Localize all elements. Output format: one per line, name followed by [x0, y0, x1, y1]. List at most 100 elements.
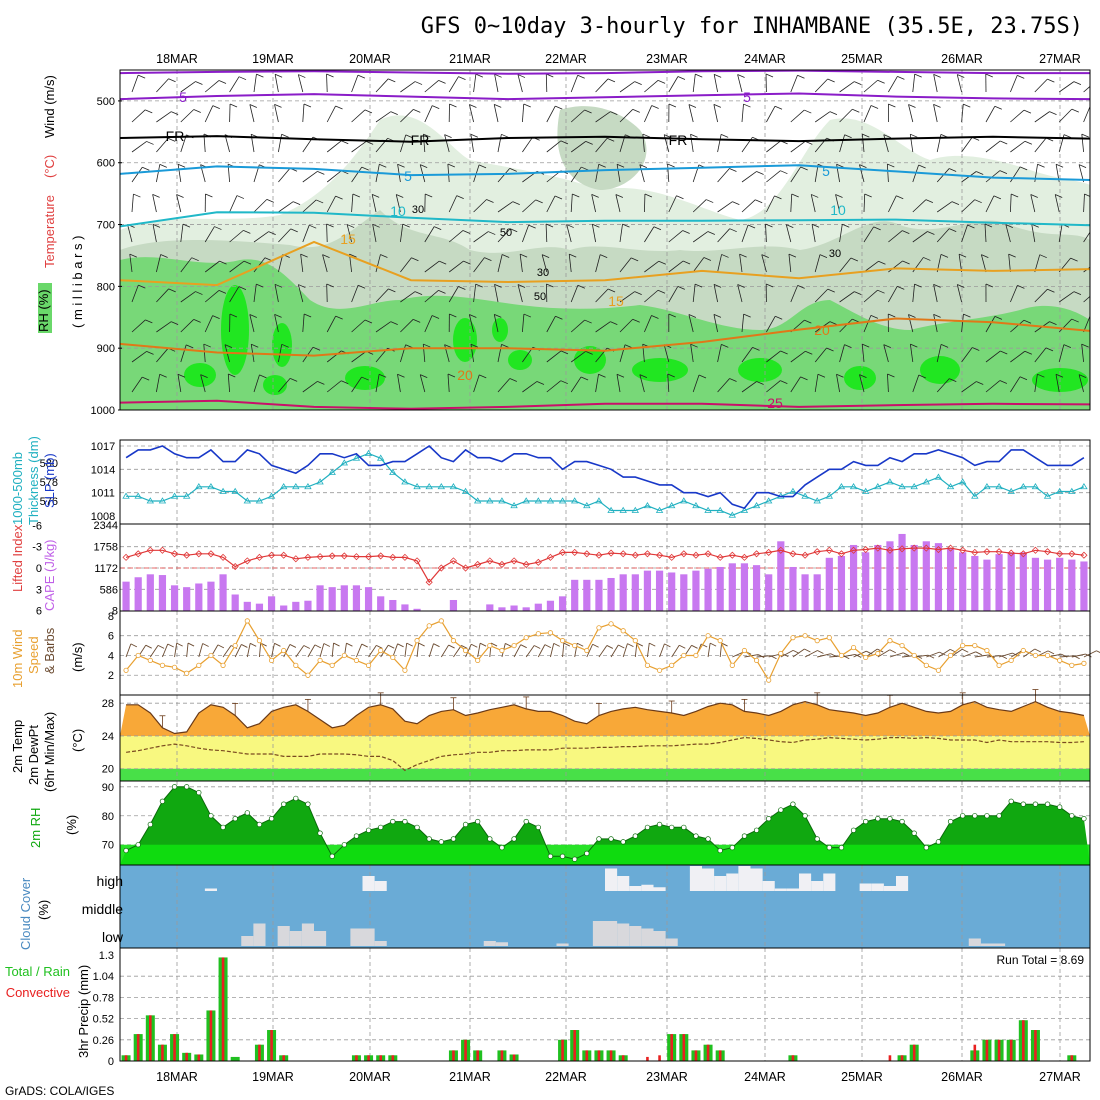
wind-barb-flag: [967, 224, 975, 229]
li-marker: [292, 555, 300, 563]
wind-barb-flag: [494, 73, 502, 78]
cape-bar: [170, 585, 179, 611]
wind-barb: [447, 164, 450, 183]
wind-barb: [961, 381, 977, 393]
wind-barb-flag: [361, 376, 369, 381]
cloud-high-bar: [374, 881, 387, 891]
wind-barb-flag: [414, 81, 423, 85]
wind-barb: [326, 283, 328, 303]
wind-barb: [1010, 350, 1026, 363]
precip-conv-bar: [670, 1034, 673, 1061]
axis-label-lifted-index: Lifted Index: [10, 524, 25, 592]
wind-barb: [908, 314, 914, 333]
precip-tick: 0.52: [93, 1014, 114, 1026]
wind10m-barb: [440, 644, 449, 658]
wind-barb: [131, 285, 139, 303]
wind-barb: [570, 166, 582, 183]
precip-frame: [119, 947, 1091, 1062]
axis-label-cloud-units: (%): [36, 900, 51, 920]
wind-barb: [546, 316, 556, 333]
wind-barb-flag: [622, 223, 630, 228]
wind-barb-flag: [298, 284, 306, 288]
wind-barb-flag: [598, 163, 606, 168]
wind-barb-flag: [405, 134, 413, 139]
contour-label: 15: [340, 231, 356, 247]
wind-barb-flag: [449, 103, 457, 108]
wind-barb: [570, 285, 579, 303]
wind-barb-flag: [682, 230, 690, 234]
thickness-marker: [692, 501, 700, 509]
wind-barb-flag: [1031, 223, 1039, 228]
wind-barb: [177, 374, 182, 393]
wind10m-barb-flag: [433, 643, 440, 648]
wind-barb-flag: [528, 224, 536, 229]
wind-barb-flag: [517, 74, 526, 78]
thickness-marker: [849, 482, 858, 490]
wind-barb: [713, 284, 718, 303]
wind-barb: [395, 194, 401, 213]
wind-barb: [274, 104, 279, 123]
rh2m-marker: [547, 853, 554, 859]
wind-barb-flag: [870, 315, 879, 319]
li-marker: [377, 552, 385, 560]
wind-barb-flag: [352, 193, 361, 198]
wind-barb-flag: [756, 171, 764, 175]
wind-barb-flag: [1070, 257, 1078, 262]
wind-barb-flag: [729, 168, 737, 172]
wind-barb: [692, 257, 705, 273]
li-marker: [886, 546, 894, 554]
axis-label-temp-units: (°C): [70, 729, 85, 752]
wind10m-barb-flag: [479, 642, 487, 647]
wind-barb: [692, 74, 696, 93]
thickness-marker: [461, 487, 470, 494]
wind10m-barb: [356, 643, 363, 658]
wind-barb: [888, 286, 898, 303]
thickness-marker: [619, 506, 627, 513]
wind-barb-flag: [546, 283, 554, 288]
cloud-high-bar: [653, 887, 666, 891]
li-marker: [255, 553, 264, 561]
rh2m-marker: [256, 821, 263, 828]
thickness-marker: [498, 497, 506, 504]
rh2m-marker: [147, 821, 153, 828]
wind-barb-flag: [657, 79, 666, 84]
slp-tick: 1017: [91, 441, 115, 453]
thickness-marker: [740, 506, 749, 513]
date-label-bottom: 24MAR: [744, 1070, 786, 1084]
li-marker: [995, 548, 1003, 556]
wind-barb: [619, 318, 633, 333]
wind10m-barb: [392, 643, 398, 658]
li-marker: [704, 550, 712, 558]
wind10m-barb: [586, 644, 594, 658]
wind-speed-marker: [996, 662, 1002, 668]
cool-band: [120, 768, 1090, 781]
thickness-marker: [837, 482, 846, 490]
wind-barb-flag: [560, 350, 569, 355]
wind-barb-flag: [1011, 193, 1019, 198]
wind-speed-marker: [935, 667, 942, 673]
slp-thickness-lines: [122, 444, 1088, 518]
wind10m-barb-flag: [817, 650, 824, 654]
rh2m-marker: [984, 813, 990, 819]
contour-label: 5: [822, 163, 830, 179]
temp2m-line: [126, 700, 1085, 735]
wind-barb-flag: [1045, 347, 1054, 352]
wind-barb-flag: [560, 140, 569, 145]
wind-barb: [180, 319, 194, 333]
date-label-bottom: 26MAR: [941, 1070, 983, 1084]
wind-barb: [541, 254, 548, 273]
precip-total-bar: [230, 1056, 240, 1061]
li-marker: [643, 550, 652, 558]
wind-barb: [936, 378, 950, 393]
precip-conv-bar: [973, 1044, 977, 1061]
precip-conv-bar: [124, 1055, 128, 1061]
wind-barb: [912, 374, 920, 393]
wind-speed-marker: [693, 652, 699, 659]
rh2m-marker: [159, 798, 166, 804]
rh2m-marker: [353, 833, 360, 839]
cloud-low-bar: [289, 931, 302, 946]
cape-bar: [122, 581, 130, 611]
wind-barb-flag: [607, 137, 615, 142]
wind-barb-flag: [274, 283, 283, 288]
